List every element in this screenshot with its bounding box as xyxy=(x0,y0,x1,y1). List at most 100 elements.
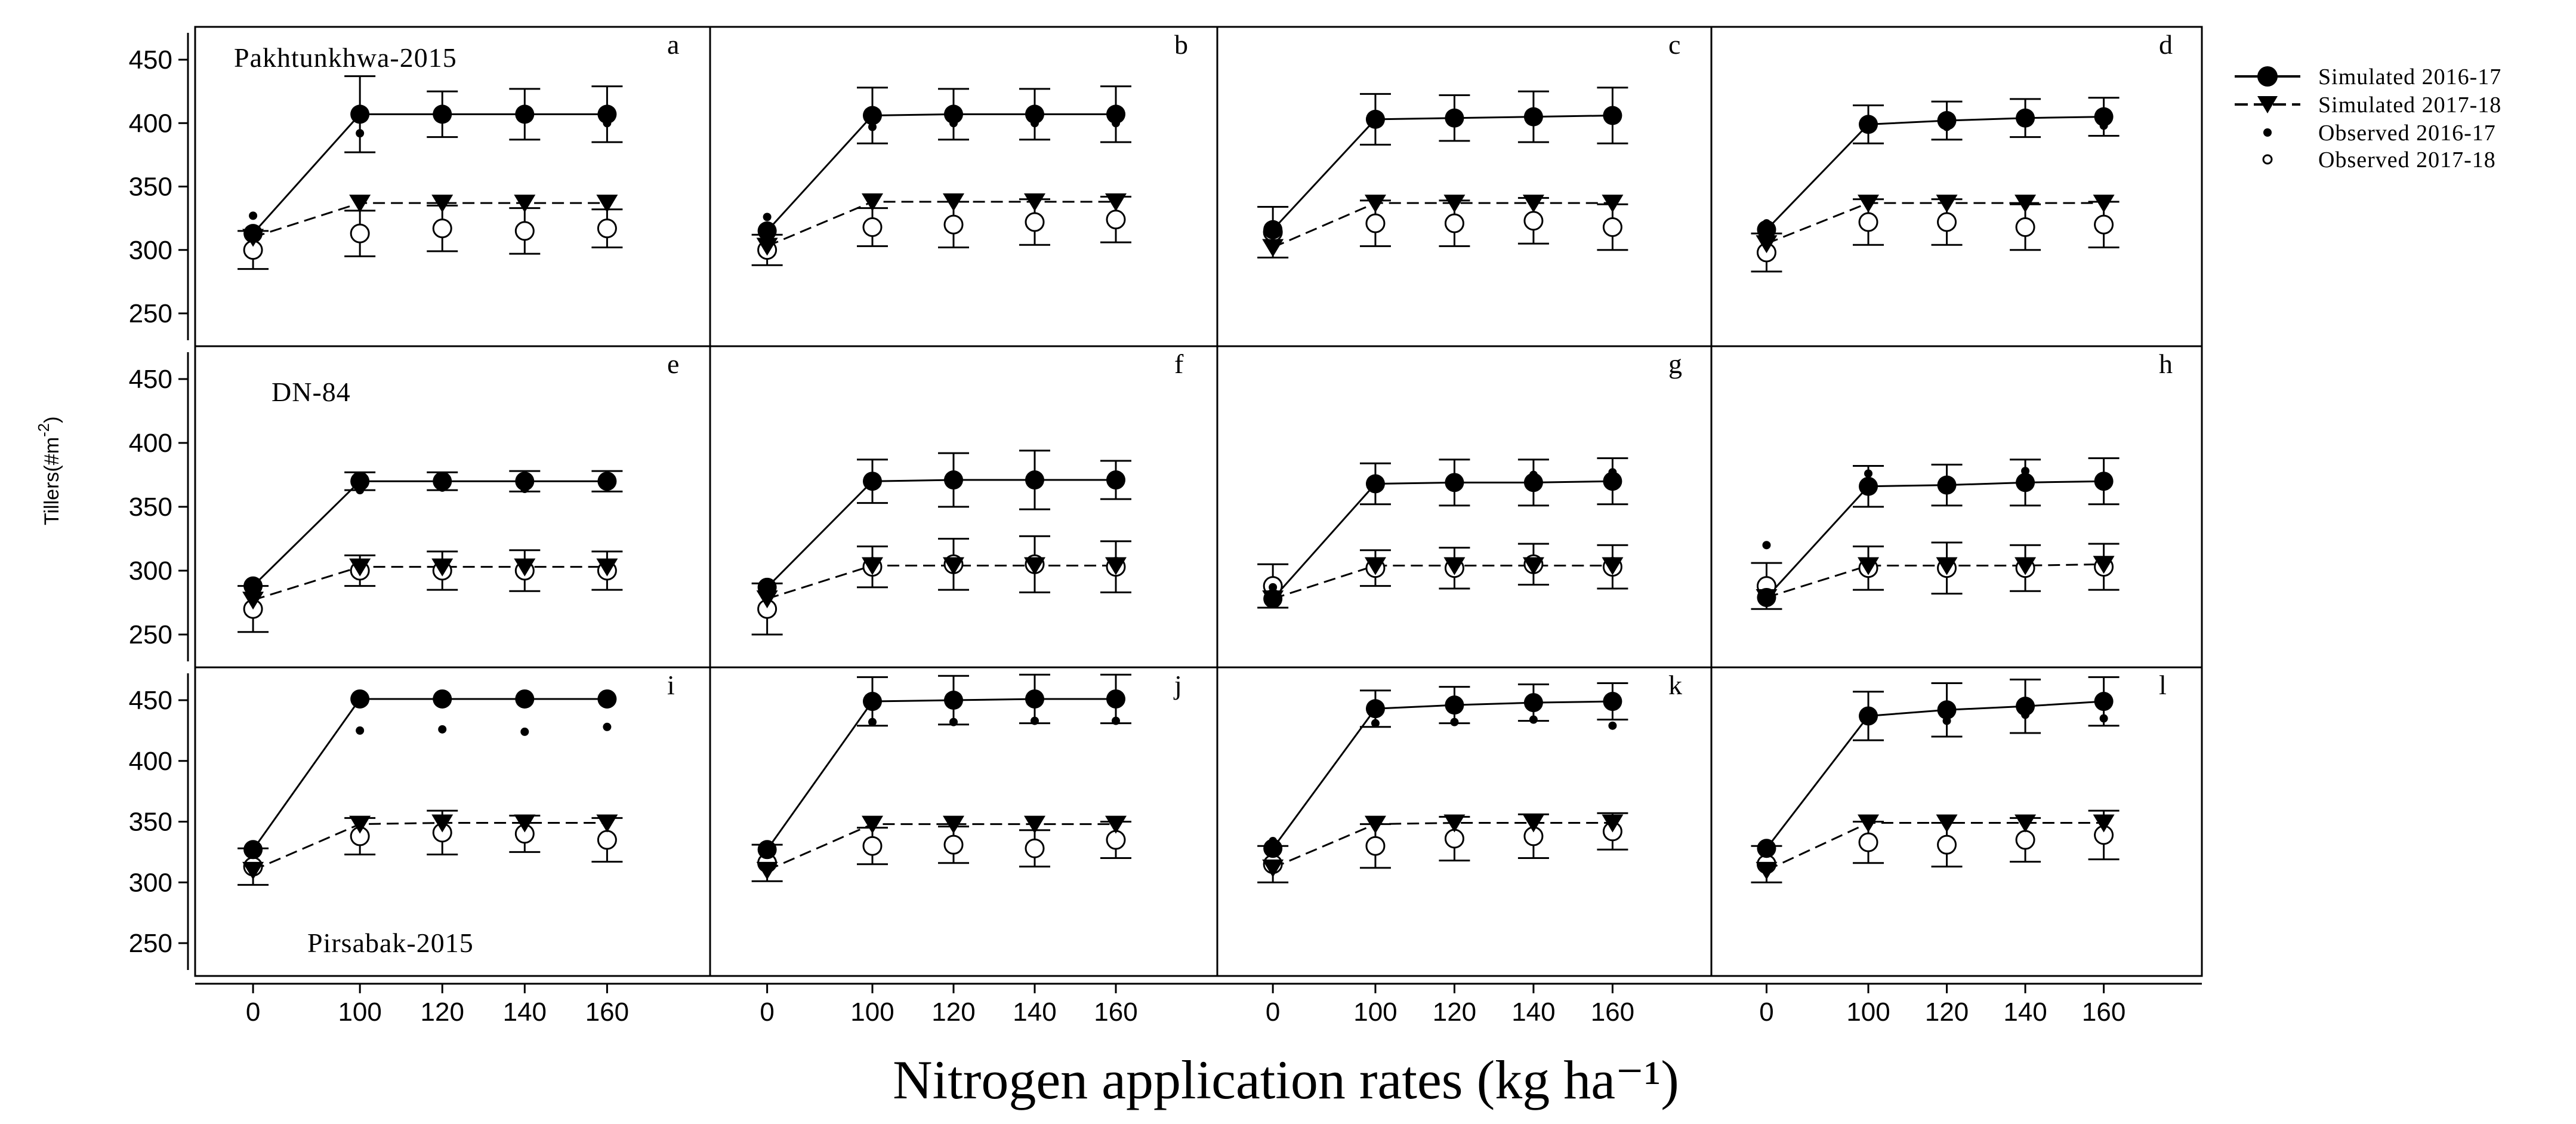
point-obs1 xyxy=(1112,716,1120,725)
point-sim2 xyxy=(1602,195,1624,213)
panel-frame xyxy=(1216,345,1713,669)
point-sim2 xyxy=(596,195,618,213)
point-obs2 xyxy=(1858,212,1878,232)
series-line-sim1 xyxy=(1766,116,2104,230)
legend: Simulated 2016-17 Simulated 2017-18 Obse… xyxy=(2235,64,2501,173)
point-obs2 xyxy=(2015,830,2035,850)
point-sim2 xyxy=(514,814,536,833)
point-obs2 xyxy=(597,830,617,850)
point-obs1 xyxy=(1031,119,1039,128)
point-obs1 xyxy=(2021,467,2030,476)
point-sim2 xyxy=(431,195,454,213)
y-tick-label: 250 xyxy=(129,299,172,328)
legend-item-obs1: Observed 2016-17 xyxy=(2263,121,2495,146)
point-sim1 xyxy=(944,104,963,124)
point-sim2 xyxy=(242,592,264,610)
point-sim1 xyxy=(597,689,617,709)
point-obs2 xyxy=(1365,213,1386,233)
point-obs1 xyxy=(763,213,772,221)
x-tick-label: 140 xyxy=(1013,997,1056,1027)
x-tick-label: 100 xyxy=(1846,997,1890,1027)
point-sim1 xyxy=(1757,587,1776,607)
point-sim2 xyxy=(2093,556,2115,574)
series-line-sim2 xyxy=(767,823,1116,872)
panel-e: e DN-84 xyxy=(194,345,711,669)
series-line-sim2 xyxy=(252,822,607,872)
point-sim1 xyxy=(515,104,535,124)
point-sim2 xyxy=(1364,557,1386,575)
point-sim2 xyxy=(242,861,264,880)
point-obs1 xyxy=(1762,541,1771,550)
point-obs1 xyxy=(1608,721,1617,730)
point-obs1 xyxy=(763,578,772,587)
point-sim1 xyxy=(597,104,617,124)
point-obs2 xyxy=(514,221,535,241)
y-tick-label: 250 xyxy=(129,620,172,649)
y-tick-label: 400 xyxy=(129,429,172,458)
point-sim2 xyxy=(2093,814,2115,833)
panel-label: g xyxy=(1668,349,1682,379)
panel-g: g xyxy=(1216,345,1713,669)
panel-frame xyxy=(1710,666,2203,977)
series-line-sim1 xyxy=(1766,700,2104,849)
x-axis-label: Nitrogen application rates (kg ha⁻¹) xyxy=(893,1049,1679,1110)
panel-label: k xyxy=(1668,670,1682,700)
point-sim2 xyxy=(862,815,883,834)
point-sim2 xyxy=(1262,239,1284,257)
point-sim1 xyxy=(2016,473,2035,492)
point-sim2 xyxy=(1105,193,1127,211)
y-tick-label: 450 xyxy=(129,686,172,715)
series-line-sim1 xyxy=(1272,480,1613,600)
point-sim2 xyxy=(1024,815,1045,834)
series-line-sim1 xyxy=(766,479,1116,588)
point-sim1 xyxy=(515,689,535,709)
panel-label: f xyxy=(1174,349,1184,379)
point-sim2 xyxy=(862,193,883,211)
panel-b: b xyxy=(709,26,1218,347)
x-tick-label: 100 xyxy=(338,997,381,1027)
x-tick-label: 140 xyxy=(1511,997,1555,1027)
point-sim2 xyxy=(514,195,536,213)
point-sim1 xyxy=(1937,700,1957,720)
panel-h: h xyxy=(1710,345,2203,669)
x-tick-label: 160 xyxy=(1094,997,1137,1027)
x-tick-label: 160 xyxy=(1591,997,1634,1027)
x-tick-label: 0 xyxy=(1266,997,1280,1027)
point-sim2 xyxy=(349,195,371,213)
point-sim2 xyxy=(2014,195,2037,213)
x-tick-label: 160 xyxy=(585,997,629,1027)
x-tick-label: 140 xyxy=(2003,997,2047,1027)
point-sim1 xyxy=(597,472,617,491)
point-sim1 xyxy=(1603,472,1622,491)
y-tick-label: 450 xyxy=(129,365,172,394)
panel-k: k xyxy=(1216,666,1713,977)
point-sim1 xyxy=(1025,104,1044,124)
point-obs1 xyxy=(356,486,365,495)
point-obs1 xyxy=(1942,122,1951,131)
point-obs1 xyxy=(356,129,365,138)
legend-text-sim2: Simulated 2017-18 xyxy=(2318,93,2501,118)
point-sim2 xyxy=(1262,859,1284,877)
point-sim2 xyxy=(1756,235,1778,254)
point-obs1 xyxy=(438,115,447,124)
legend-item-sim2: Simulated 2017-18 xyxy=(2235,93,2501,118)
panel-l: l xyxy=(1710,666,2203,977)
point-sim1 xyxy=(1263,839,1283,858)
point-obs1 xyxy=(1608,468,1617,477)
legend-text-obs2: Observed 2017-18 xyxy=(2318,147,2496,173)
row-name-label: Pirsabak-2015 xyxy=(307,928,474,958)
point-sim2 xyxy=(2014,814,2037,833)
y-tick-label: 250 xyxy=(129,929,172,958)
point-sim1 xyxy=(1937,475,1957,495)
x-tick-label: 120 xyxy=(931,997,975,1027)
series-line-sim2 xyxy=(767,564,1116,600)
point-sim2 xyxy=(1936,195,1958,213)
point-obs2 xyxy=(1365,836,1386,856)
point-obs2 xyxy=(943,214,964,235)
point-sim1 xyxy=(863,106,882,125)
point-sim2 xyxy=(1858,557,1880,575)
point-obs1 xyxy=(1112,476,1120,485)
series-line-sim2 xyxy=(1766,202,2104,245)
point-sim2 xyxy=(1936,557,1958,575)
point-sim1 xyxy=(2094,107,2114,127)
